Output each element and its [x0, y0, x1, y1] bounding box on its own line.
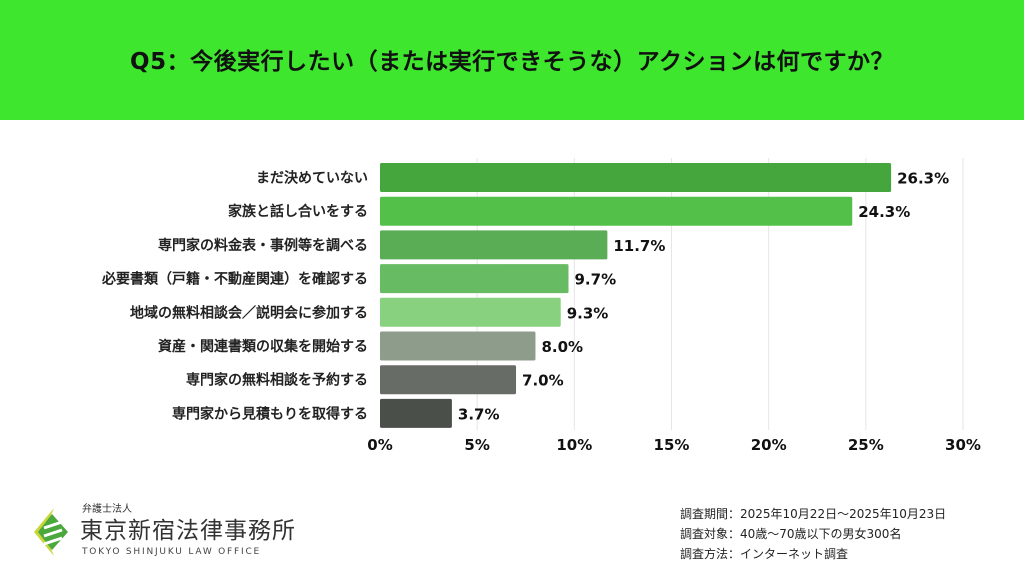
x-tick-label: 15%	[654, 436, 690, 454]
data-label: 7.0%	[522, 372, 564, 390]
x-tick-label: 30%	[945, 436, 981, 454]
bar	[380, 196, 853, 226]
data-label: 24.3%	[858, 203, 910, 221]
bar	[380, 365, 517, 395]
data-label: 9.7%	[575, 271, 617, 289]
bar	[380, 297, 561, 327]
data-label: 26.3%	[897, 170, 949, 188]
x-tick-label: 25%	[848, 436, 884, 454]
category-label: 専門家の無料相談を予約する	[186, 372, 368, 389]
x-tick-label: 5%	[464, 436, 489, 454]
bar	[380, 398, 452, 428]
data-label: 11.7%	[613, 237, 665, 255]
survey-period: 調査期間：2025年10月22日～2025年10月23日	[680, 507, 947, 521]
logo-name: 東京新宿法律事務所	[80, 518, 296, 544]
category-label: 必要書類（戸籍・不動産関連）を確認する	[101, 271, 368, 288]
data-label: 3.7%	[458, 405, 500, 423]
logo-subtitle: 弁護士法人	[82, 504, 132, 515]
title-banner: Q5：今後実行したい（または実行できそうな）アクションは何ですか？	[0, 0, 1024, 120]
survey-target: 調査対象：40歳～70歳以下の男女300名	[680, 527, 902, 541]
bar	[380, 331, 536, 361]
data-label: 8.0%	[541, 338, 583, 356]
category-label: 資産・関連書類の収集を開始する	[158, 338, 368, 355]
category-label: 家族と話し合いをする	[228, 203, 368, 220]
x-tick-label: 10%	[556, 436, 592, 454]
bar-chart: 0% 5% 10% 15% 20% 25% 30% まだ決めていない 26.3% 家族と話し合いを…	[101, 158, 981, 454]
category-label: 専門家から見積もりを取得する	[172, 405, 368, 422]
category-label: 専門家の料金表・事例等を調べる	[158, 237, 368, 254]
category-label: 地域の無料相談会／説明会に参加する	[130, 304, 368, 321]
x-tick-label: 0%	[367, 436, 392, 454]
bar	[380, 163, 892, 192]
bar	[380, 230, 608, 260]
survey-notes: 調査期間：2025年10月22日～2025年10月23日 調査対象：40歳～70…	[680, 504, 946, 564]
data-label: 9.3%	[567, 304, 609, 322]
logo-english: TOKYO SHINJUKU LAW OFFICE	[82, 547, 262, 557]
bar	[380, 264, 569, 294]
chart-title: Q5：今後実行したい（または実行できそうな）アクションは何ですか？	[130, 49, 894, 75]
logo-mark-icon	[34, 508, 68, 556]
x-tick-label: 20%	[751, 436, 787, 454]
category-label: まだ決めていない	[256, 170, 368, 187]
survey-method: 調査方法：インターネット調査	[680, 547, 849, 561]
